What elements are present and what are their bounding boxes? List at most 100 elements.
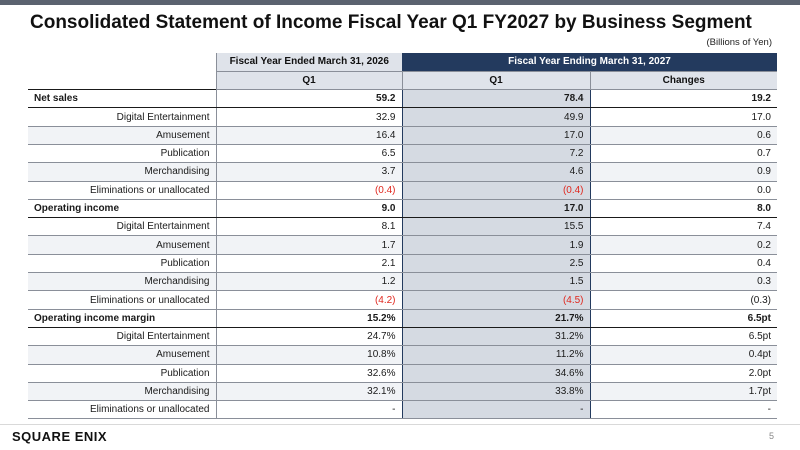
- table-row: Amusement 16.4 17.0 0.6: [28, 126, 777, 145]
- table-row: Amusement 1.7 1.9 0.2: [28, 235, 777, 255]
- table-row: Digital Entertainment 24.7% 31.2% 6.5pt: [28, 327, 777, 347]
- row-label: Merchandising: [28, 162, 216, 182]
- prev-value-cell: 59.2: [215, 89, 402, 109]
- table-row: Net sales 59.2 78.4 19.2: [28, 89, 777, 109]
- change-value-cell: 19.2: [589, 89, 777, 109]
- change-value-cell: 1.7pt: [589, 382, 777, 402]
- row-label: Amusement: [28, 126, 216, 145]
- prev-value-cell: 32.1%: [215, 382, 402, 402]
- prev-value-cell: (4.2): [215, 290, 402, 310]
- row-label: Net sales: [28, 89, 216, 109]
- curr-value-cell: 34.6%: [401, 364, 591, 383]
- curr-value-cell: 31.2%: [401, 327, 591, 347]
- prev-value-cell: 9.0: [215, 198, 402, 219]
- page-title: Consolidated Statement of Income Fiscal …: [30, 12, 752, 33]
- change-value-cell: 0.0: [589, 181, 777, 200]
- curr-period-header: Fiscal Year Ending March 31, 2027: [402, 53, 777, 72]
- change-value-cell: 0.4pt: [589, 345, 777, 365]
- table-row: Merchandising 3.7 4.6 0.9: [28, 162, 777, 182]
- change-value-cell: 0.6: [589, 126, 777, 145]
- changes-header: Changes: [589, 71, 777, 91]
- prev-value-cell: 32.9: [215, 107, 402, 127]
- prev-q-header: Q1: [215, 71, 402, 91]
- change-value-cell: 8.0: [589, 198, 777, 219]
- prev-value-cell: 6.5: [215, 144, 402, 164]
- change-value-cell: -: [589, 400, 777, 420]
- table-body: Net sales 59.2 78.4 19.2 Digital Entertainme…: [28, 89, 777, 420]
- change-value-cell: 17.0: [589, 107, 777, 127]
- curr-value-cell: 15.5: [401, 217, 591, 237]
- change-value-cell: 6.5pt: [589, 327, 777, 347]
- curr-q-header: Q1: [401, 71, 590, 91]
- table-row: Merchandising 1.2 1.5 0.3: [28, 272, 777, 292]
- prev-value-cell: 15.2%: [215, 308, 402, 328]
- prev-value-cell: 32.6%: [215, 364, 402, 383]
- table-row: Operating income 9.0 17.0 8.0: [28, 198, 777, 219]
- page-number: 5: [768, 431, 774, 441]
- curr-value-cell: 49.9: [401, 107, 591, 127]
- curr-value-cell: 33.8%: [401, 382, 591, 402]
- row-label: Merchandising: [28, 382, 216, 402]
- row-label: Amusement: [28, 235, 216, 255]
- prev-value-cell: (0.4): [215, 181, 402, 200]
- table-row: Eliminations or unallocated (4.2) (4.5) (0.…: [28, 290, 777, 310]
- curr-value-cell: 4.6: [401, 162, 591, 182]
- change-value-cell: 0.9: [589, 162, 777, 182]
- top-accent-bar: [0, 0, 800, 5]
- change-value-cell: 7.4: [589, 217, 777, 237]
- prev-value-cell: 24.7%: [215, 327, 402, 347]
- prev-value-cell: -: [215, 400, 402, 420]
- curr-value-cell: (0.4): [401, 181, 591, 200]
- header-blank-cell: [28, 53, 216, 72]
- table-row: Merchandising 32.1% 33.8% 1.7pt: [28, 382, 777, 402]
- curr-value-cell: 2.5: [401, 254, 591, 274]
- row-label: Digital Entertainment: [28, 327, 216, 347]
- table-row: Eliminations or unallocated - - -: [28, 400, 777, 420]
- row-label: Eliminations or unallocated: [28, 181, 216, 200]
- footer-divider: [0, 424, 800, 425]
- change-value-cell: 2.0pt: [589, 364, 777, 383]
- change-value-cell: 0.7: [589, 144, 777, 164]
- table-row: Operating income margin 15.2% 21.7% 6.5pt: [28, 308, 777, 328]
- table-row: Publication 6.5 7.2 0.7: [28, 144, 777, 164]
- curr-value-cell: 1.5: [401, 272, 591, 292]
- row-label: Digital Entertainment: [28, 107, 216, 127]
- row-label: Eliminations or unallocated: [28, 290, 216, 310]
- prev-value-cell: 16.4: [215, 126, 402, 145]
- change-value-cell: 6.5pt: [589, 308, 777, 328]
- curr-value-cell: -: [401, 400, 591, 420]
- row-label: Operating income margin: [28, 308, 216, 328]
- row-label: Publication: [28, 254, 216, 274]
- curr-value-cell: (4.5): [401, 290, 591, 310]
- change-value-cell: 0.3: [589, 272, 777, 292]
- curr-value-cell: 17.0: [401, 126, 591, 145]
- prev-value-cell: 8.1: [215, 217, 402, 237]
- curr-value-cell: 7.2: [401, 144, 591, 164]
- prev-value-cell: 3.7: [215, 162, 402, 182]
- header-blank-cell: [28, 71, 216, 90]
- change-value-cell: 0.4: [589, 254, 777, 274]
- row-label: Publication: [28, 144, 216, 164]
- row-label: Digital Entertainment: [28, 217, 216, 237]
- prev-period-header: Fiscal Year Ended March 31, 2026: [215, 53, 402, 72]
- change-value-cell: (0.3): [589, 290, 777, 310]
- table-row: Publication 32.6% 34.6% 2.0pt: [28, 364, 777, 383]
- period-header-row: Fiscal Year Ended March 31, 2026 Fiscal …: [28, 53, 777, 72]
- segment-income-table: Fiscal Year Ended March 31, 2026 Fiscal …: [28, 53, 777, 420]
- curr-value-cell: 17.0: [401, 198, 591, 219]
- row-label: Merchandising: [28, 272, 216, 292]
- table-row: Digital Entertainment 8.1 15.5 7.4: [28, 217, 777, 237]
- prev-value-cell: 1.7: [215, 235, 402, 255]
- row-label: Eliminations or unallocated: [28, 400, 216, 420]
- table-row: Publication 2.1 2.5 0.4: [28, 254, 777, 274]
- row-label: Publication: [28, 364, 216, 383]
- table-row: Eliminations or unallocated (0.4) (0.4) 0.0: [28, 181, 777, 200]
- curr-value-cell: 11.2%: [401, 345, 591, 365]
- curr-value-cell: 21.7%: [401, 308, 591, 328]
- prev-value-cell: 2.1: [215, 254, 402, 274]
- quarter-header-row: Q1 Q1 Changes: [28, 71, 777, 91]
- curr-value-cell: 1.9: [401, 235, 591, 255]
- row-label: Amusement: [28, 345, 216, 365]
- company-logo: SQUARE ENIX: [12, 429, 108, 444]
- prev-value-cell: 1.2: [215, 272, 402, 292]
